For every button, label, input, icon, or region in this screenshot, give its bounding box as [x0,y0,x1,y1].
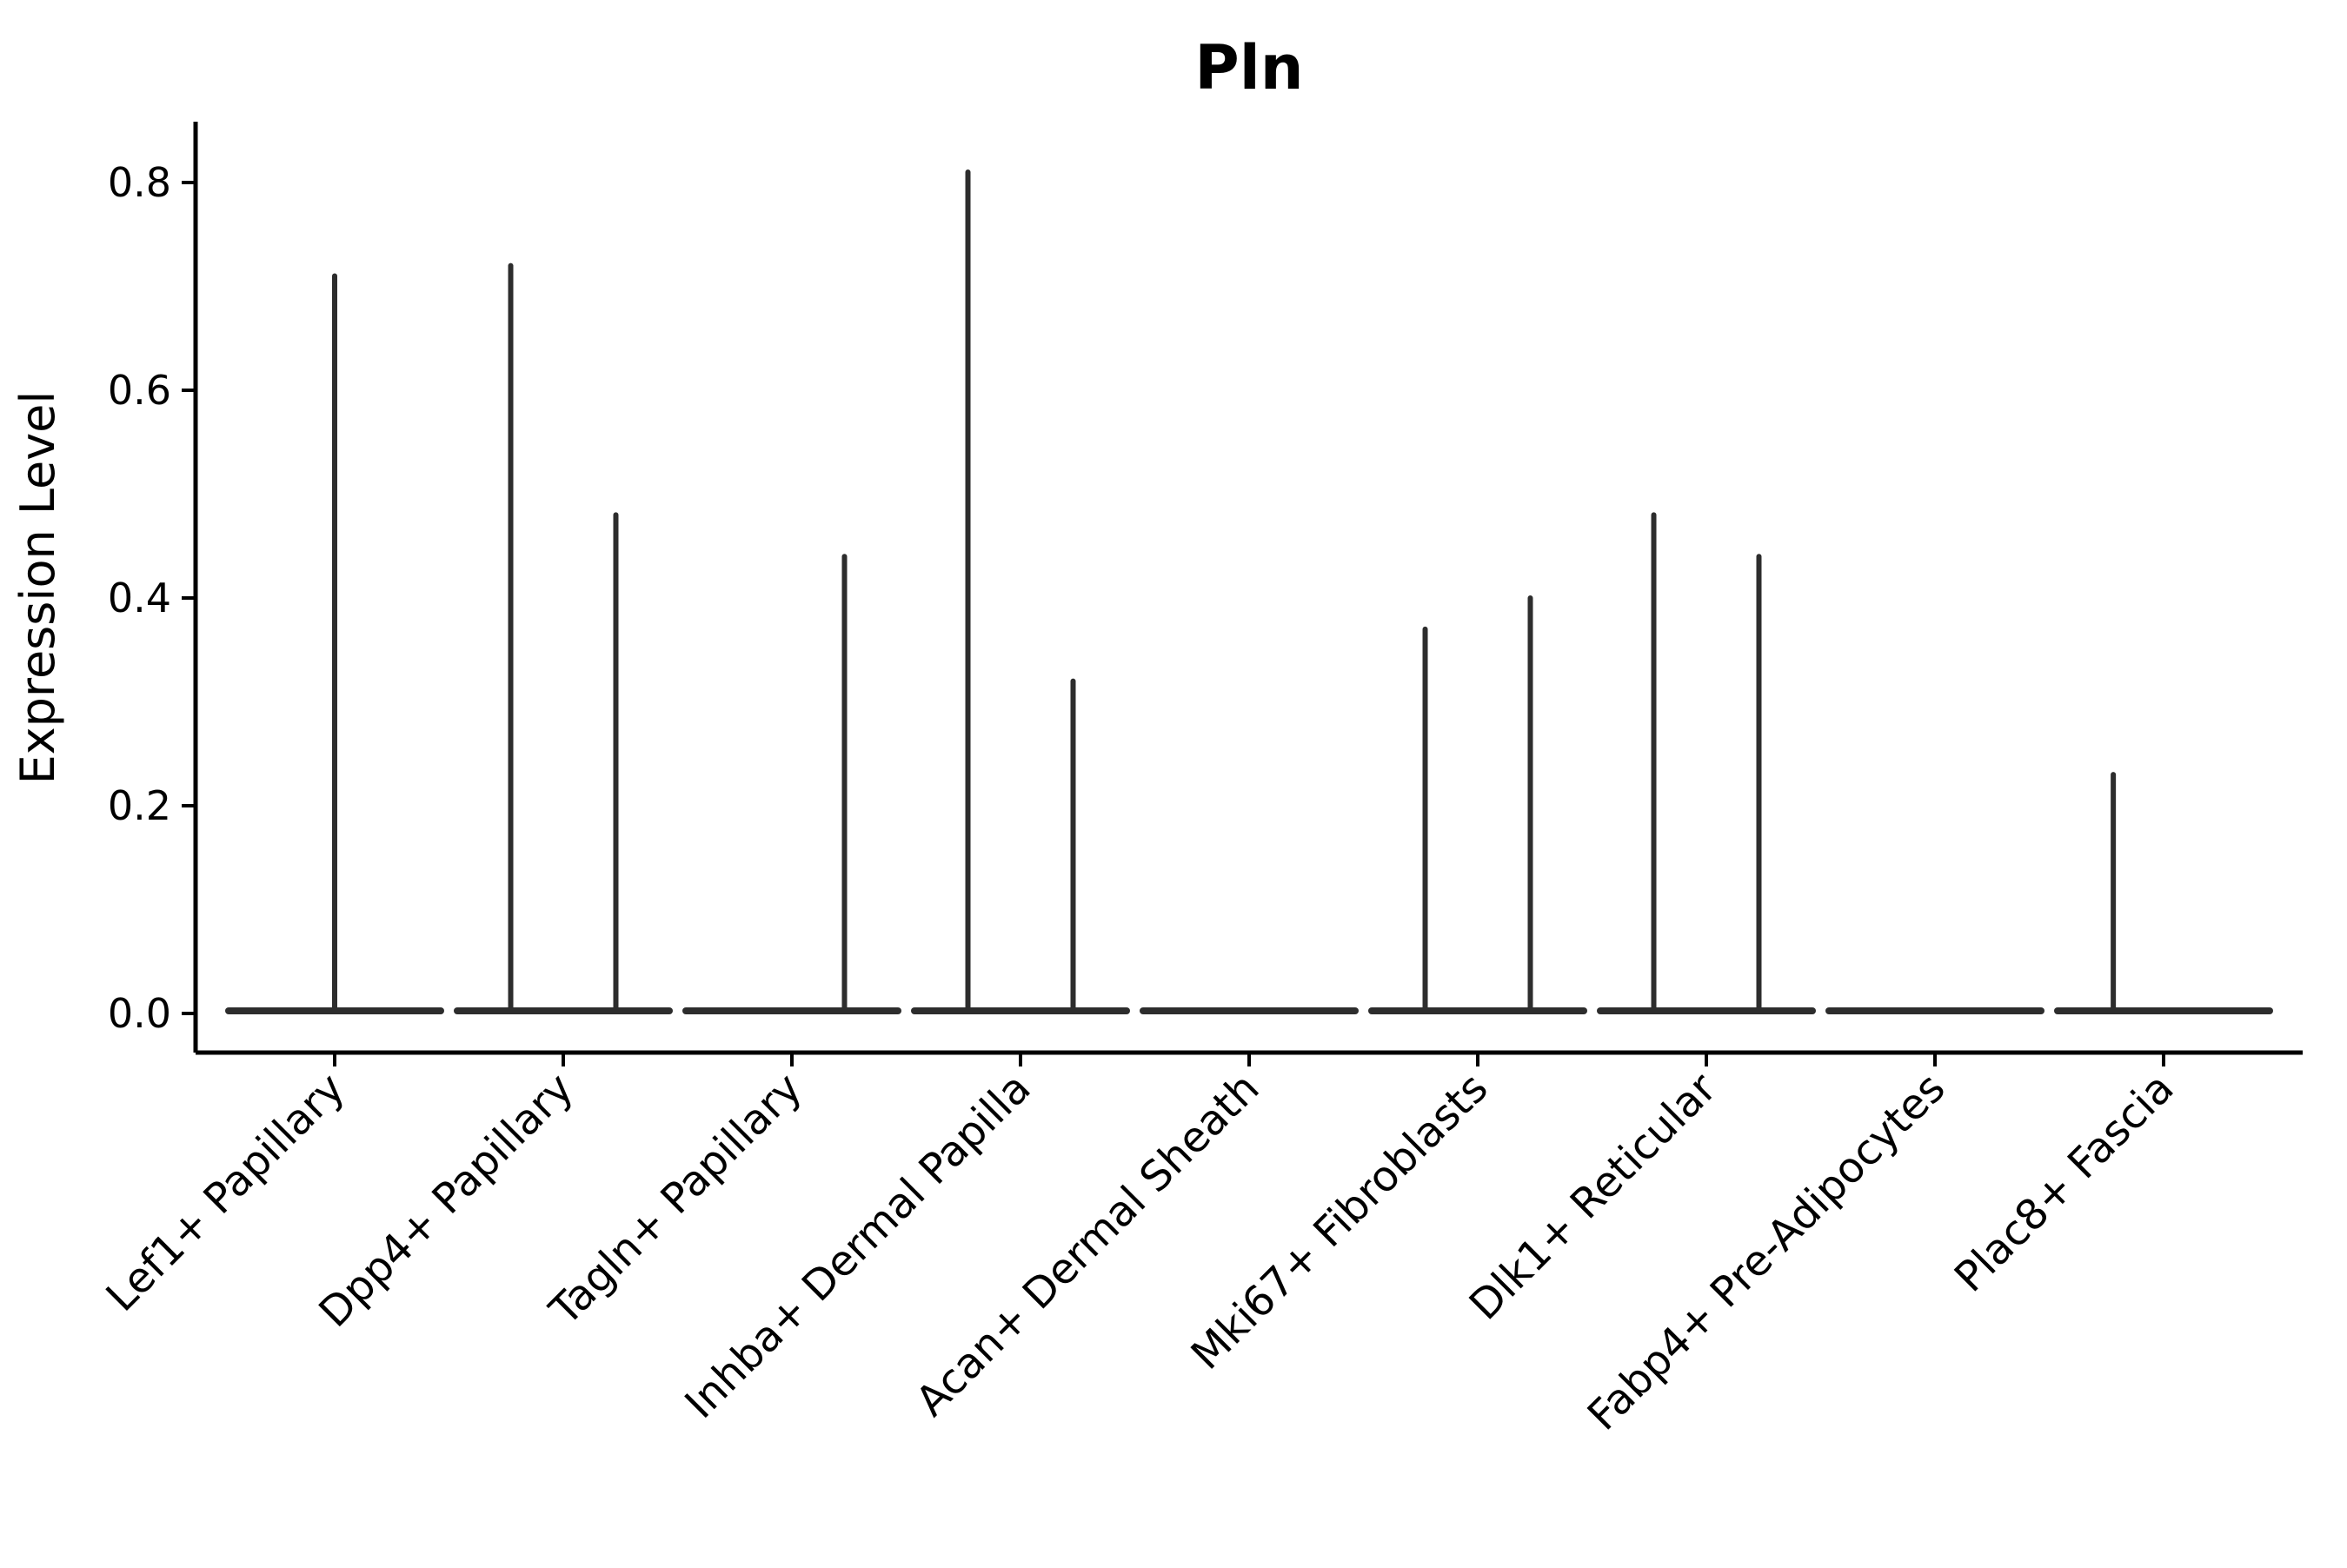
violin [454,262,673,1014]
y-tick-label: 0.6 [108,367,171,414]
x-tick-label: Dlk1+ Reticular [1460,1064,1726,1330]
x-tick-label: Plac8+ Fascia [1945,1064,2184,1302]
x-tick-label: Tagln+ Papillary [540,1064,811,1335]
chart-title: Pln [1194,32,1303,103]
violin [1597,512,1816,1014]
violin [1368,595,1587,1014]
violin [911,169,1130,1014]
y-tick-label: 0.4 [108,575,171,621]
y-tick-layer: 0.0 0.2 0.4 0.6 0.8 [108,159,196,1037]
y-tick-label: 0.0 [108,990,171,1037]
x-tick-label: Lef1+ Papillary [97,1064,355,1321]
violin-layer [225,169,2273,1014]
y-tick-label: 0.2 [108,782,171,829]
y-axis-label: Expression Level [10,391,65,785]
y-tick-label: 0.8 [108,159,171,206]
x-tick-label: Dpp4+ Papillary [309,1064,582,1337]
violin [225,273,444,1014]
violin [2054,772,2273,1014]
violin [682,554,901,1014]
